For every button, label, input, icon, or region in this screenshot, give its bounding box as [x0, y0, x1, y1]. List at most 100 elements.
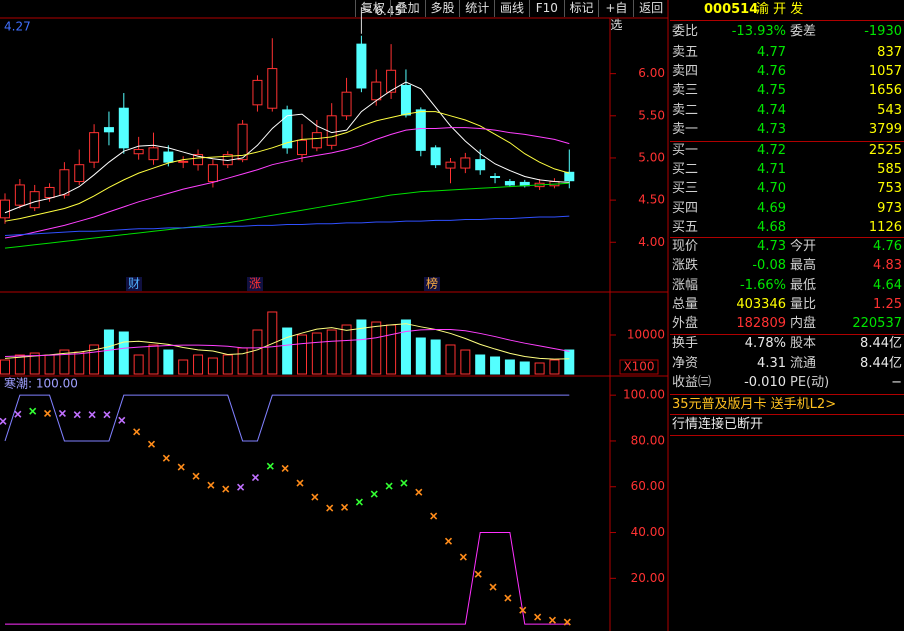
- series-line: [4, 323, 570, 360]
- quote-value: -0.08: [752, 258, 786, 274]
- signal-marker: [251, 474, 260, 482]
- toolbar-button[interactable]: +自选: [598, 0, 633, 32]
- signal-marker: [266, 462, 274, 470]
- quote-value: 585: [877, 162, 902, 178]
- signal-marker: [237, 483, 245, 491]
- signal-marker: [14, 410, 22, 418]
- quote-label: 内盘: [790, 316, 817, 332]
- candle-body: [430, 147, 441, 166]
- candle-body: [445, 161, 456, 169]
- quote-value: 753: [877, 181, 902, 197]
- candle-body: [282, 109, 293, 149]
- signal-marker: [192, 472, 200, 480]
- quote-value: 1126: [868, 219, 902, 235]
- signal-marker: [162, 454, 170, 462]
- volume-bar: [133, 354, 144, 375]
- unit-box: [619, 359, 659, 375]
- y-tick-label: 5.00: [638, 150, 665, 164]
- quote-label: 最高: [790, 258, 817, 274]
- series-line: [5, 532, 570, 625]
- candle-body: [0, 199, 10, 219]
- volume-bar: [356, 319, 367, 375]
- signal-marker: [0, 417, 7, 425]
- quote-value: 4.76: [757, 64, 786, 80]
- toolbar-button[interactable]: F10: [528, 0, 564, 17]
- quote-value: 4.73: [757, 239, 786, 254]
- candle-body: [341, 91, 352, 117]
- quote-value: -1.66%: [740, 277, 786, 293]
- signal-marker: [474, 570, 482, 578]
- candle-body: [386, 69, 397, 93]
- volume-bar: [103, 329, 114, 375]
- status-text: 行情连接已断开: [672, 417, 764, 432]
- event-box: [126, 277, 142, 291]
- signal-marker: [311, 493, 319, 501]
- volume-bar: [252, 329, 263, 375]
- volume-bar: [504, 359, 515, 375]
- candle-body: [356, 43, 367, 89]
- separator: [670, 394, 904, 395]
- quote-label: 流通: [790, 355, 817, 371]
- volume-bar: [163, 349, 174, 375]
- signal-marker: [534, 613, 542, 621]
- toolbar-button[interactable]: 画线: [494, 0, 529, 17]
- quote-value: 4.74: [757, 102, 786, 118]
- signal-marker: [43, 409, 52, 418]
- signal-marker: [326, 504, 334, 512]
- candle-body: [148, 147, 159, 161]
- quote-value: 4.77: [757, 45, 786, 60]
- volume-bar: [386, 324, 397, 375]
- quote-label: 买五: [672, 219, 699, 235]
- volume-bar: [490, 356, 501, 375]
- separator: [670, 20, 904, 21]
- signal-marker: [296, 479, 304, 487]
- candle-body: [504, 181, 515, 186]
- volume-bar: [178, 359, 189, 375]
- quote-label: 股本: [790, 336, 817, 351]
- volume-bar: [148, 344, 159, 375]
- candle-body: [326, 115, 337, 146]
- event-label: 财: [128, 277, 140, 291]
- candle-body: [475, 159, 486, 171]
- quote-value: 4.64: [873, 277, 902, 293]
- series-line: [4, 111, 570, 222]
- volume-bar: [74, 351, 85, 375]
- toolbar-button[interactable]: 统计: [459, 0, 494, 17]
- toolbar-button[interactable]: 标记: [563, 0, 599, 17]
- quote-value: 973: [877, 200, 902, 216]
- event-box: [424, 277, 440, 291]
- quote-label: 换手: [672, 336, 699, 351]
- toolbar-button[interactable]: 多股: [424, 0, 460, 17]
- quote-value: 4.72: [757, 143, 786, 158]
- candle-body: [89, 132, 100, 163]
- stock-code: 000514: [704, 2, 759, 17]
- quote-value: 220537: [852, 316, 902, 332]
- candle-body: [14, 184, 25, 206]
- candle-body: [415, 109, 426, 151]
- volume-bar: [415, 337, 426, 375]
- toolbar-button[interactable]: 返回: [633, 0, 668, 17]
- toolbar-button[interactable]: 复权: [355, 0, 390, 17]
- quote-label: 买二: [672, 162, 699, 178]
- quote-value: 4.71: [757, 162, 786, 178]
- quote-panel: 000514 渝 开 发 35元普及版月卡 送手机L2> 行情连接已断开 委比 -…: [670, 0, 904, 631]
- quote-value: 4.75: [757, 83, 786, 99]
- signal-marker: [88, 411, 96, 419]
- separator: [670, 334, 904, 335]
- quote-value: 8.44亿: [860, 336, 902, 351]
- quote-label: 总量: [672, 296, 699, 312]
- quote-label: 卖四: [672, 64, 699, 80]
- volume-bar: [29, 352, 40, 375]
- high-pointer: [360, 6, 372, 34]
- quote-label: 涨跌: [672, 258, 699, 274]
- y-tick-label: 100.00: [623, 388, 665, 402]
- promo-link[interactable]: 35元普及版月卡 送手机L2>: [672, 397, 837, 412]
- volume-bar: [341, 324, 352, 375]
- toolbar-button[interactable]: 叠加: [389, 0, 425, 17]
- y-tick-label: 6.00: [638, 66, 665, 80]
- separator: [670, 141, 904, 142]
- volume-bar: [519, 361, 530, 375]
- quote-label: 买三: [672, 181, 699, 197]
- candle-body: [74, 164, 85, 183]
